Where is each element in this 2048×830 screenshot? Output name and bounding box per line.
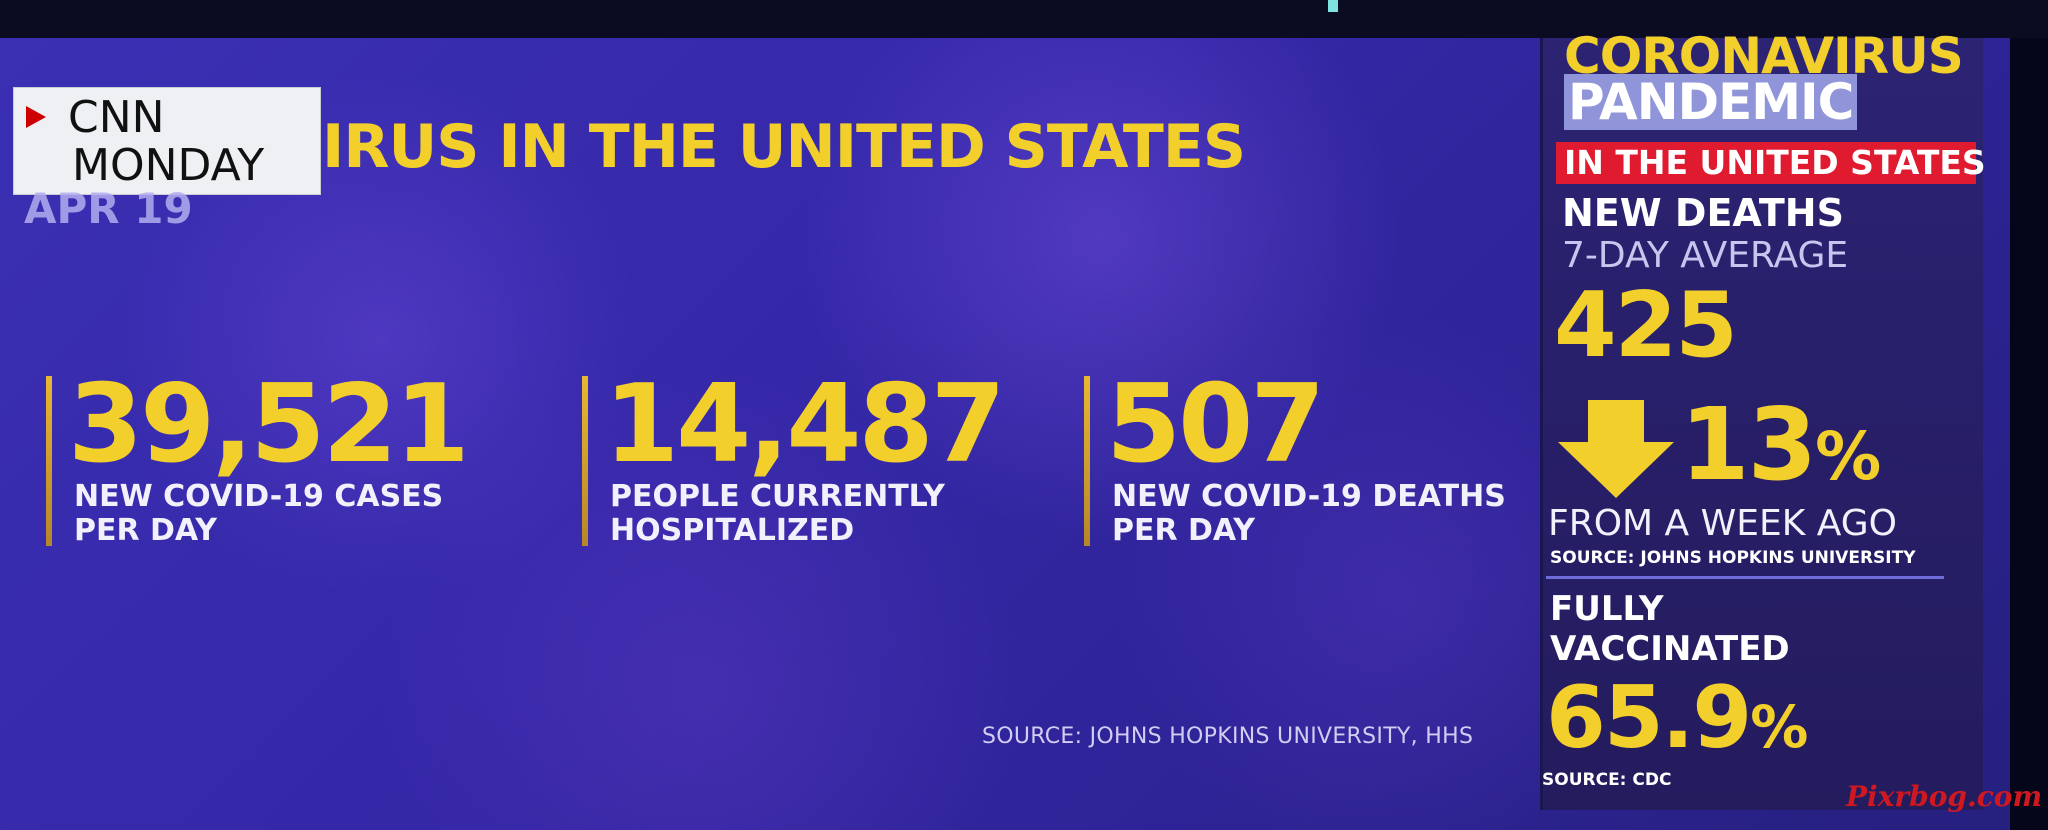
stat-label-line: NEW COVID-19 DEATHS (1112, 479, 1506, 514)
stat-divider (582, 376, 588, 546)
network-name: CNN (68, 92, 165, 143)
headline: IRUS IN THE UNITED STATES (322, 112, 1246, 182)
stat-value: 39,521 (68, 362, 470, 487)
stat-label-line: PER DAY (74, 513, 217, 548)
stat-label-line: PER DAY (1112, 513, 1255, 548)
panel-source-cdc: SOURCE: CDC (1542, 770, 1672, 790)
vaccinated-label-line1: FULLY (1550, 589, 1664, 629)
stat-label-line: PEOPLE CURRENTLY (610, 479, 945, 514)
day-label: MONDAY (72, 140, 265, 191)
main-source: SOURCE: JOHNS HOPKINS UNIVERSITY, HHS (982, 724, 1474, 749)
indicator-light (1328, 0, 1338, 12)
region-banner: IN THE UNITED STATES (1556, 142, 1986, 184)
change-value: 13% (1680, 392, 1881, 510)
stat-label-line: NEW COVID-19 CASES (74, 479, 444, 514)
date-label: APR 19 (24, 184, 193, 233)
stat-label-line: HOSPITALIZED (610, 513, 855, 548)
stat-label: PEOPLE CURRENTLY HOSPITALIZED (610, 480, 945, 548)
stat-divider (1084, 376, 1090, 546)
down-arrow-icon (1558, 400, 1674, 498)
change-label: FROM A WEEK AGO (1548, 503, 1897, 544)
stat-label: NEW COVID-19 DEATHS PER DAY (1112, 480, 1506, 548)
vaccinated-label-line2: VACCINATED (1550, 629, 1790, 669)
network-badge: CNN MONDAY (14, 88, 320, 194)
avg-deaths-value: 425 (1554, 273, 1738, 378)
stat-value: 507 (1106, 362, 1325, 487)
stat-label: NEW COVID-19 CASES PER DAY (74, 480, 443, 548)
new-deaths-label: NEW DEATHS (1562, 191, 1844, 235)
red-triangle-icon (26, 106, 46, 128)
change-number: 13 (1680, 386, 1817, 503)
stat-divider (46, 376, 52, 546)
avg-label: 7-DAY AVERAGE (1562, 235, 1849, 276)
panel-divider (1546, 576, 1944, 579)
change-unit: % (1815, 418, 1881, 495)
watermark: Pixrbog.com (1846, 780, 2043, 813)
stat-value: 14,487 (604, 362, 1006, 487)
region-label: IN THE UNITED STATES (1564, 143, 1986, 182)
panel-title-pandemic: PANDEMIC (1564, 74, 1858, 130)
vaccinated-unit: % (1750, 693, 1808, 761)
monitor-top-bezel (0, 0, 2048, 38)
vaccinated-number: 65.9 (1546, 668, 1752, 768)
vaccinated-value: 65.9% (1546, 672, 1808, 773)
panel-source-jhu: SOURCE: JOHNS HOPKINS UNIVERSITY (1550, 548, 1916, 568)
